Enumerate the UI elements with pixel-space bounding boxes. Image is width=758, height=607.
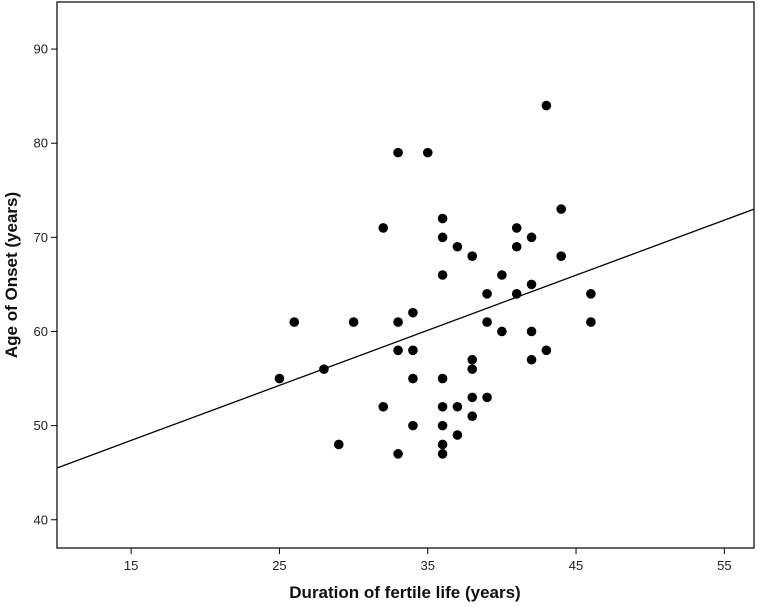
fit-line-layer	[56, 208, 755, 469]
data-point	[497, 270, 507, 280]
data-point	[393, 345, 403, 356]
data-point	[467, 354, 478, 365]
data-point	[556, 204, 567, 214]
data-point	[511, 241, 522, 252]
y-tick-label: 70	[34, 230, 48, 245]
plot-frame	[56, 1, 755, 549]
data-point	[526, 279, 537, 290]
data-point	[393, 317, 403, 327]
data-point	[437, 270, 448, 280]
data-point	[408, 420, 418, 431]
data-point	[541, 345, 552, 356]
x-axis: 15 25 35 45 55	[124, 548, 732, 573]
data-point	[526, 326, 537, 337]
data-point	[378, 401, 389, 412]
data-point	[586, 317, 596, 327]
data-point	[526, 354, 537, 365]
data-point	[482, 392, 492, 403]
x-tick-label: 45	[569, 558, 583, 573]
data-point	[467, 392, 478, 403]
data-point	[274, 373, 285, 384]
data-point	[378, 223, 389, 233]
y-axis-title: Age of Onset (years)	[2, 192, 21, 358]
x-axis-title: Duration of fertile life (years)	[289, 583, 520, 602]
data-point	[437, 420, 448, 431]
data-point	[437, 213, 448, 224]
data-point	[437, 449, 448, 459]
data-point	[393, 147, 403, 158]
data-point	[556, 251, 567, 261]
data-point	[437, 439, 448, 450]
data-point	[408, 307, 418, 318]
data-point	[393, 449, 403, 459]
data-point	[482, 317, 492, 327]
data-point	[452, 241, 463, 252]
data-point	[408, 373, 418, 384]
x-tick-label: 55	[717, 558, 731, 573]
data-point	[541, 100, 552, 111]
points-layer	[274, 100, 596, 459]
data-point	[467, 364, 478, 374]
x-tick-label: 35	[421, 558, 435, 573]
data-point	[511, 289, 522, 299]
data-point	[437, 401, 448, 412]
y-tick-label: 80	[34, 136, 48, 151]
data-point	[586, 289, 596, 299]
data-point	[289, 317, 300, 327]
y-tick-label: 40	[34, 512, 48, 527]
data-point	[467, 411, 478, 422]
y-tick-label: 60	[34, 324, 48, 339]
data-point	[408, 345, 418, 356]
data-point	[467, 251, 478, 261]
y-tick-label: 50	[34, 418, 48, 433]
data-point	[319, 364, 329, 374]
x-tick-label: 15	[124, 558, 138, 573]
data-point	[437, 232, 448, 243]
data-point	[348, 317, 359, 327]
data-point	[333, 439, 344, 450]
data-point	[511, 223, 522, 233]
y-axis: 40 50 60 70 80 90	[34, 42, 57, 527]
data-point	[422, 147, 433, 158]
x-tick-label: 25	[272, 558, 286, 573]
data-point	[437, 373, 448, 384]
y-tick-label: 90	[34, 42, 48, 57]
fit-line	[56, 208, 755, 469]
data-point	[482, 289, 492, 299]
data-point	[452, 401, 463, 412]
data-point	[452, 430, 463, 440]
data-point	[497, 326, 507, 337]
data-point	[526, 232, 537, 243]
